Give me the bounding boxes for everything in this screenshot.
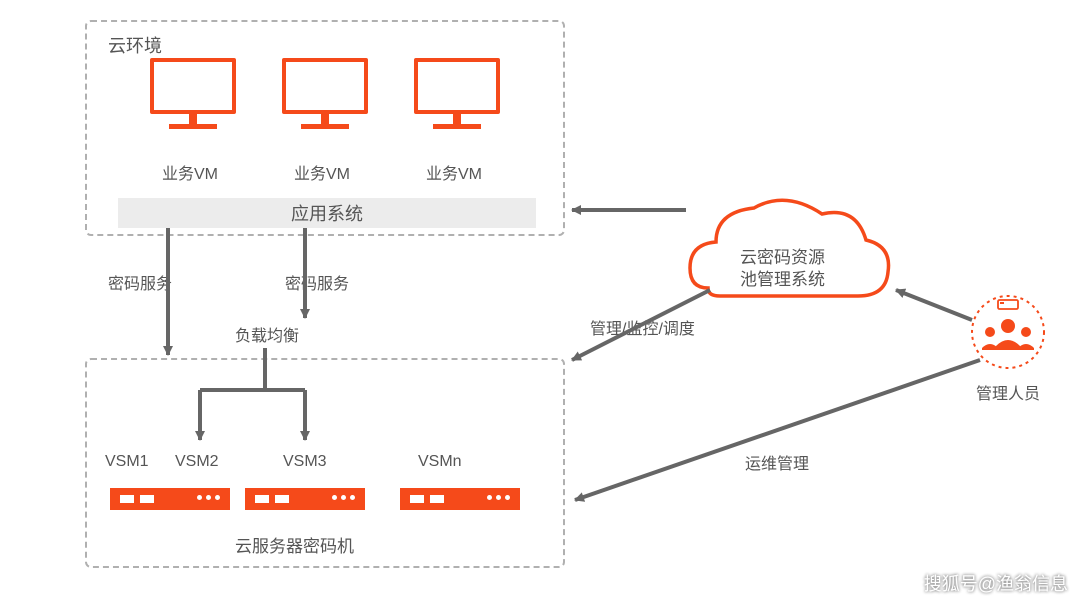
server-icon	[110, 488, 230, 510]
monitor-icon	[282, 58, 368, 138]
edge-label-ops: 运维管理	[745, 450, 809, 474]
edge-label-pw1: 密码服务	[108, 270, 172, 294]
edge-label-pw2: 密码服务	[285, 270, 349, 294]
watermark: 搜狐号@渔翁信息	[924, 570, 1068, 596]
vsm-label-3: VSM3	[283, 453, 327, 471]
vsm-pool-title: 云服务器密码机	[235, 532, 354, 557]
vm-label-3: 业务VM	[426, 160, 482, 184]
cloud-mgmt-label-2: 池管理系统	[740, 265, 825, 290]
server-icon	[245, 488, 365, 510]
monitor-icon	[414, 58, 500, 138]
vsm-label-2: VSM2	[175, 453, 219, 471]
server-icon	[400, 488, 520, 510]
edge-label-mgmt: 管理/监控/调度	[590, 315, 695, 339]
vm-label-2: 业务VM	[294, 160, 350, 184]
admin-label: 管理人员	[976, 380, 1040, 404]
monitor-icon	[150, 58, 236, 138]
vsm-label-1: VSM1	[105, 453, 149, 471]
cloud-env-title: 云环境	[108, 32, 162, 58]
admin-icon-people	[982, 300, 1034, 350]
app-system-bar: 应用系统	[118, 198, 536, 228]
app-system-label: 应用系统	[291, 200, 363, 226]
admin-icon-ring	[972, 296, 1044, 368]
vm-label-1: 业务VM	[162, 160, 218, 184]
vsm-label-n: VSMn	[418, 453, 462, 471]
load-balance-label: 负载均衡	[235, 322, 299, 346]
